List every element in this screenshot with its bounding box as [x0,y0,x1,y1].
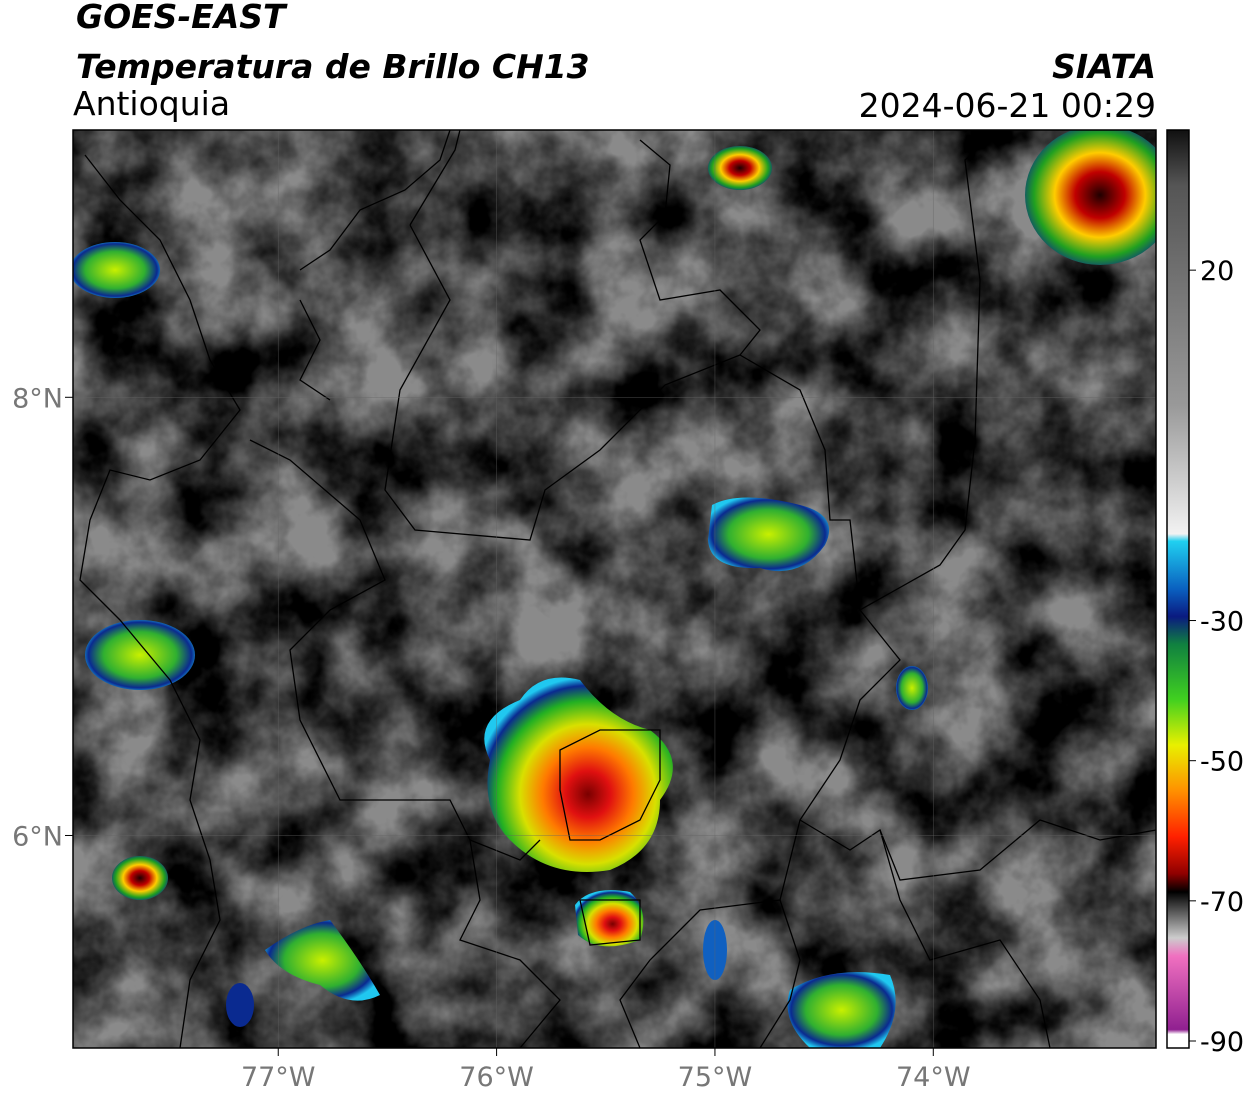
storm-cell [112,856,168,900]
storm-cell [1025,130,1156,265]
boundaries [79,130,1156,1048]
map-imagery [73,130,1156,1048]
storm-cell [575,890,644,947]
coastline [299,299,331,401]
border [384,130,761,541]
y-tick-label: 6°N [12,821,63,852]
product-title: Temperatura de Brillo CH13 [76,47,590,86]
satellite-title: GOES-EAST [76,0,288,36]
border [459,829,1051,1048]
storm-cell [708,146,772,190]
storm-cell [265,920,380,1001]
colorbar-tick-label: -30 [1200,607,1244,638]
storm-cell [787,972,896,1048]
y-tick-label: 8°N [12,383,63,414]
x-tick-label: 76°W [459,1062,534,1093]
map-frame [72,129,1157,1049]
border [739,130,1001,612]
colorbar-tick-label: -90 [1200,1027,1244,1058]
storm-cell [484,677,673,872]
region-title: Antioquia [73,84,230,123]
coastline [79,154,241,1048]
storm-cell [85,620,195,690]
border [559,729,661,946]
x-tick-label: 75°W [678,1062,753,1093]
storm-cell [708,497,830,572]
datetime-title: 2024-06-21 00:29 [859,86,1156,125]
border [619,609,1156,1048]
colorbar-tick-label: -50 [1200,747,1244,778]
x-tick-label: 77°W [241,1062,316,1093]
border [249,130,541,861]
storm-cell [896,666,928,710]
colorbar-tick-label: 20 [1200,256,1234,287]
colorbar-tick-label: -70 [1200,887,1244,918]
storm-cell [226,983,254,1027]
agency-title: SIATA [1052,47,1156,86]
x-tick-label: 74°W [896,1062,971,1093]
graticule [73,130,1156,1048]
storm-cell [73,242,160,298]
colorbar [1166,129,1190,1049]
